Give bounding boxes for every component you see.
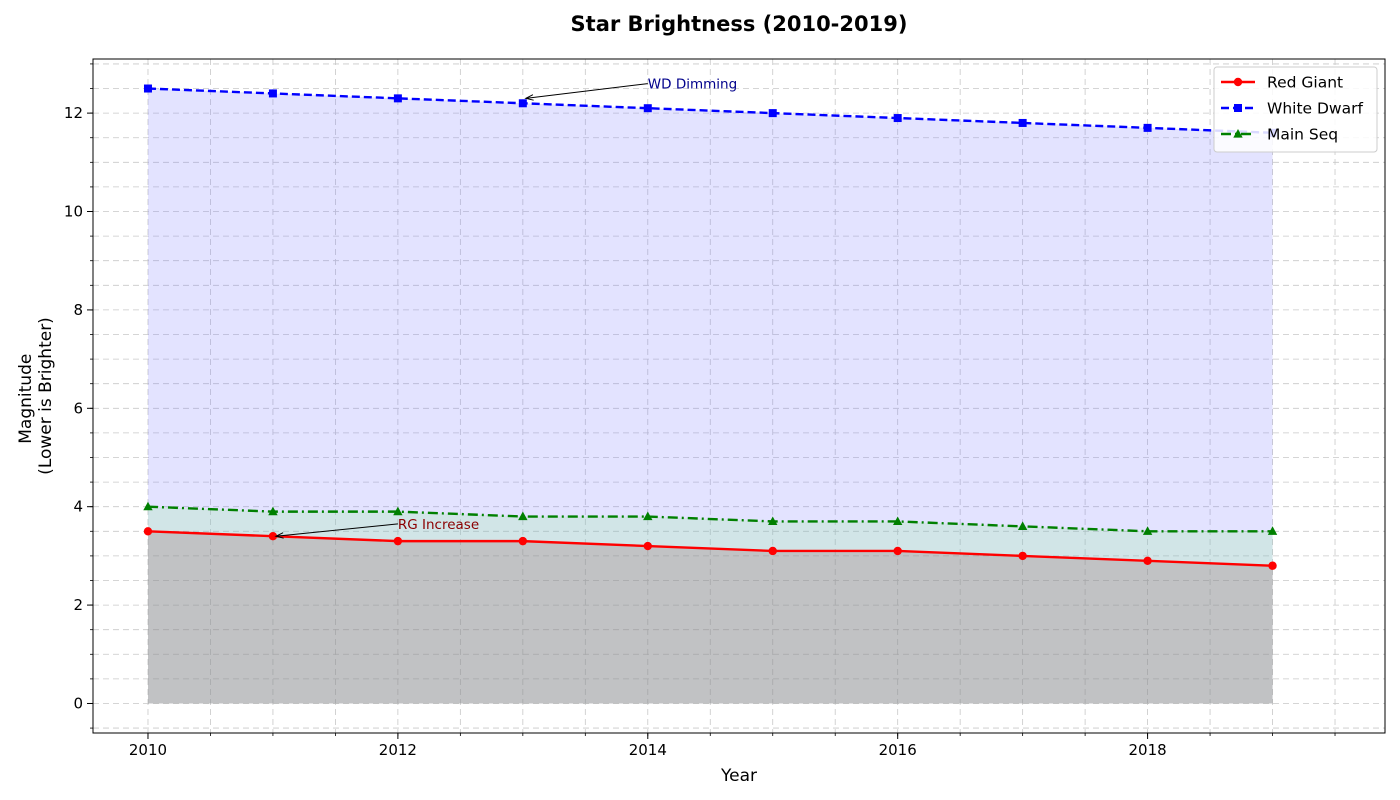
- y-tick-label: 4: [73, 498, 83, 516]
- y-axis-label-line-1: Magnitude: [16, 354, 36, 444]
- point-main-seq: [892, 516, 903, 526]
- line-red-giant: [147, 530, 1273, 567]
- point-white-dwarf: [643, 104, 652, 113]
- point-red-giant: [1268, 561, 1277, 570]
- point-red-giant: [1018, 551, 1027, 561]
- point-main-seq: [1267, 526, 1278, 535]
- x-tick-label: 2016: [879, 741, 917, 759]
- point-main-seq: [143, 501, 153, 511]
- point-red-giant: [393, 536, 403, 546]
- legend-label-red-giant: Red Giant: [1267, 74, 1343, 92]
- area-main-seq: [147, 506, 1273, 704]
- point-main-seq: [1142, 526, 1153, 535]
- point-red-giant: [643, 541, 652, 551]
- y-tick-label: 6: [73, 399, 83, 417]
- legend-marker-red-giant: [1233, 77, 1243, 87]
- point-main-seq: [268, 506, 278, 516]
- point-white-dwarf: [518, 99, 527, 108]
- y-axis-label: Magnitude (Lower is Brighter): [16, 317, 56, 475]
- annotation-arrow: [275, 523, 398, 537]
- axes-frame: [92, 58, 1386, 734]
- legend-box: [1213, 66, 1378, 153]
- y-tick-label: 12: [64, 104, 83, 122]
- point-main-seq: [1017, 521, 1028, 530]
- x-tick-label: 2014: [629, 741, 667, 759]
- point-white-dwarf: [268, 89, 277, 98]
- annotation-arrow: [525, 83, 648, 99]
- point-red-giant: [268, 532, 278, 541]
- point-main-seq: [643, 511, 653, 521]
- area-red-giant: [147, 531, 1273, 704]
- line-main-seq: [147, 505, 1273, 533]
- point-red-giant: [1143, 556, 1152, 566]
- annotation-label: RG Increase: [398, 517, 479, 533]
- point-main-seq: [518, 511, 528, 521]
- chart-title: Star Brightness (2010-2019): [571, 12, 908, 36]
- x-axis-label: Year: [720, 766, 757, 786]
- legend-label-white-dwarf: White Dwarf: [1267, 100, 1363, 118]
- legend: Red Giant White Dwarf Main Seq: [1213, 66, 1378, 153]
- point-red-giant: [893, 546, 902, 556]
- annotation-arrowhead: [524, 94, 534, 101]
- x-tick-label: 2012: [379, 741, 417, 759]
- annotation-label: WD Dimming: [648, 77, 737, 93]
- y-axis-label-line-2: (Lower is Brighter): [36, 317, 56, 475]
- y-tick-label: 2: [73, 596, 83, 614]
- legend-label-main-seq: Main Seq: [1267, 126, 1338, 144]
- point-white-dwarf: [893, 114, 902, 123]
- point-red-giant: [518, 536, 528, 546]
- legend-marker-white-dwarf: [1234, 104, 1242, 112]
- y-tick-label: 0: [73, 694, 83, 712]
- point-white-dwarf: [768, 109, 777, 118]
- point-red-giant: [143, 527, 153, 536]
- legend-marker-main-seq: [1233, 129, 1243, 138]
- point-white-dwarf: [143, 84, 152, 93]
- point-white-dwarf: [393, 94, 402, 103]
- x-tick-label: 2018: [1128, 741, 1166, 759]
- point-main-seq: [393, 506, 403, 516]
- y-tick-label: 10: [64, 203, 83, 221]
- point-main-seq: [768, 516, 778, 526]
- y-tick-label: 8: [73, 301, 83, 319]
- point-white-dwarf: [1143, 123, 1152, 132]
- point-white-dwarf: [1018, 118, 1027, 127]
- area-white-dwarf: [147, 88, 1273, 704]
- annotation-arrowhead: [274, 532, 284, 539]
- point-red-giant: [768, 546, 777, 556]
- x-tick-label: 2010: [129, 741, 167, 759]
- plot-area: WD Dimming RG Increase: [93, 59, 1385, 733]
- line-white-dwarf: [147, 87, 1273, 134]
